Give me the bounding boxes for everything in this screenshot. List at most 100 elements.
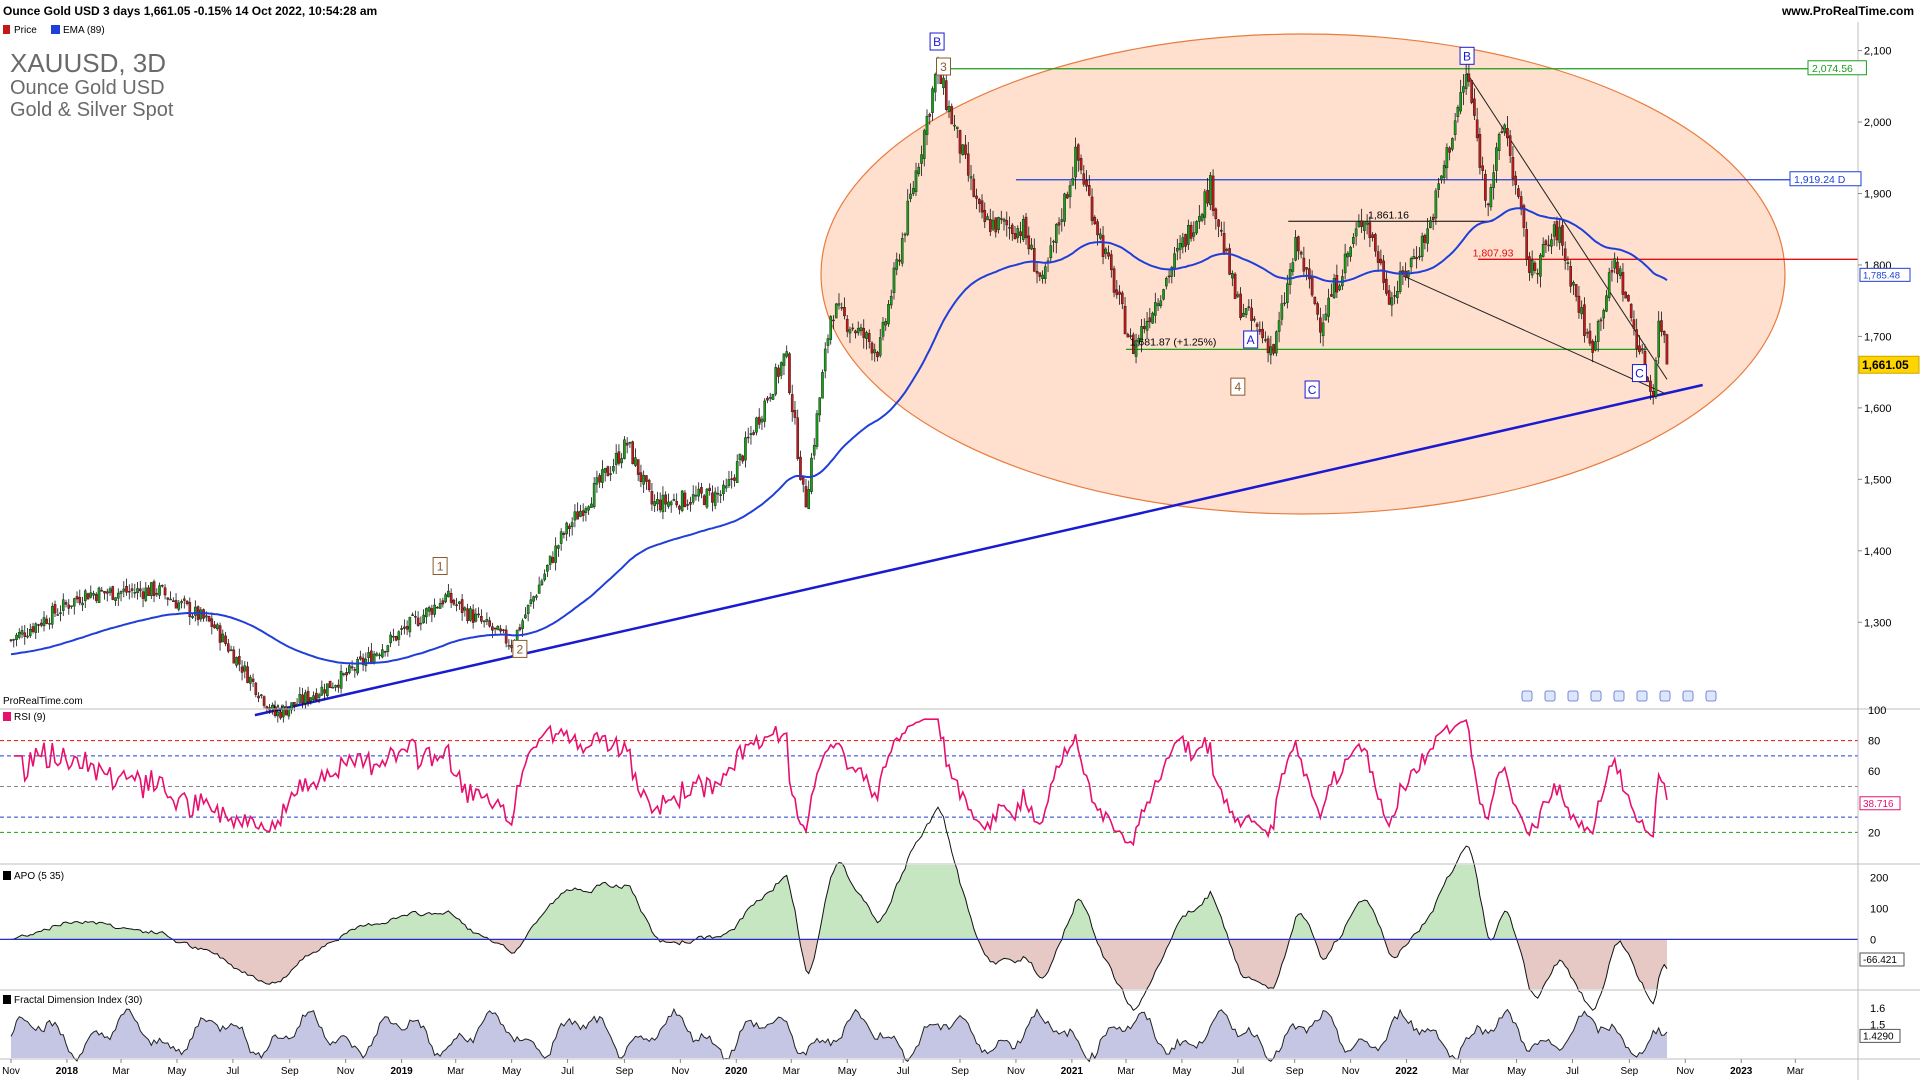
candle: [216, 622, 219, 631]
candle-body: [1126, 333, 1130, 338]
candle-body: [430, 608, 434, 615]
candle-body: [337, 684, 340, 688]
candle: [67, 599, 71, 615]
candle: [672, 493, 676, 502]
candle-body: [623, 439, 626, 459]
candle-body: [1508, 135, 1512, 156]
candle: [61, 593, 65, 617]
event-marker-icon[interactable]: [1567, 690, 1579, 702]
candle-body: [900, 238, 904, 264]
wave-label-2: 2: [517, 642, 524, 656]
candle-body: [697, 488, 700, 497]
candle-body: [1528, 256, 1531, 273]
candle-body: [1121, 292, 1124, 305]
candle-body: [642, 475, 645, 485]
candle: [821, 369, 824, 399]
candle: [612, 458, 615, 474]
candle: [757, 408, 761, 429]
candle-body: [818, 397, 822, 416]
candle: [1338, 283, 1341, 292]
candle: [1035, 262, 1039, 284]
x-tick-label: Nov: [337, 1066, 355, 1077]
candle: [933, 72, 937, 102]
candle-body: [810, 457, 813, 492]
candle-body: [367, 652, 370, 658]
apo-positive-area: [11, 865, 1667, 940]
candle: [1379, 249, 1383, 266]
candle: [1019, 221, 1022, 244]
event-marker-icon[interactable]: [1590, 690, 1602, 702]
candle: [433, 598, 436, 618]
candle-body: [284, 706, 288, 716]
candle-body: [568, 525, 571, 530]
event-marker-icon[interactable]: [1682, 690, 1694, 702]
candle: [598, 472, 601, 488]
candle-body: [815, 413, 819, 447]
candle: [705, 488, 709, 510]
candle-body: [273, 706, 277, 716]
candle-body: [1211, 175, 1215, 211]
candle-body: [1049, 245, 1053, 259]
candle: [1068, 180, 1072, 209]
candle: [20, 625, 24, 639]
event-marker-icon[interactable]: [1521, 690, 1533, 702]
x-tick-label: Mar: [1117, 1066, 1135, 1077]
candle: [749, 426, 753, 445]
candle-body: [386, 645, 390, 652]
candle-body: [392, 635, 395, 638]
candle: [1305, 267, 1308, 281]
event-marker-icon[interactable]: [1544, 690, 1556, 702]
candle-body: [81, 602, 84, 606]
event-marker-icon[interactable]: [1659, 690, 1671, 702]
candle-body: [183, 598, 186, 601]
candle: [1167, 270, 1171, 284]
event-marker-icon[interactable]: [1636, 690, 1648, 702]
candle: [983, 202, 987, 229]
rsi-last-box: [1859, 796, 1901, 811]
candle: [1060, 208, 1064, 232]
candle-body: [790, 394, 794, 413]
candle: [903, 232, 907, 243]
candle-body: [609, 473, 612, 475]
candle: [326, 683, 329, 698]
candle-body: [1148, 317, 1152, 323]
candle: [832, 315, 835, 330]
candle: [169, 591, 172, 601]
candle-body: [238, 656, 241, 665]
candle-body: [1541, 244, 1545, 257]
candle-body: [689, 502, 692, 505]
apo-legend-swatch: [3, 871, 11, 880]
candle: [227, 639, 230, 654]
candle: [925, 109, 929, 146]
candle-body: [1585, 332, 1589, 334]
candle: [1429, 216, 1432, 229]
candle: [1225, 247, 1229, 253]
x-tick-label: Mar: [1452, 1066, 1470, 1077]
candle-body: [356, 659, 359, 674]
candle: [405, 620, 409, 636]
candle: [45, 615, 49, 625]
candle-body: [213, 624, 216, 629]
candle: [697, 482, 700, 502]
event-marker-icon[interactable]: [1613, 690, 1625, 702]
candle: [1484, 169, 1487, 208]
candle: [790, 384, 794, 422]
candle-body: [653, 501, 656, 506]
x-tick-label: 2022: [1395, 1066, 1418, 1077]
candle-body: [1467, 73, 1471, 82]
candle-body: [821, 372, 824, 399]
candle: [1228, 243, 1231, 276]
candle-body: [587, 506, 590, 511]
website-label[interactable]: www.ProRealTime.com: [1781, 4, 1914, 18]
candle-body: [1550, 239, 1553, 247]
candle-body: [1143, 326, 1146, 329]
candle-body: [1140, 326, 1143, 342]
candle-body: [548, 555, 552, 565]
candle: [559, 528, 563, 551]
candle: [977, 197, 981, 213]
candle: [884, 318, 888, 331]
candle-body: [174, 600, 178, 609]
event-marker-icon[interactable]: [1705, 690, 1717, 702]
wave-label-B: B: [933, 35, 941, 49]
